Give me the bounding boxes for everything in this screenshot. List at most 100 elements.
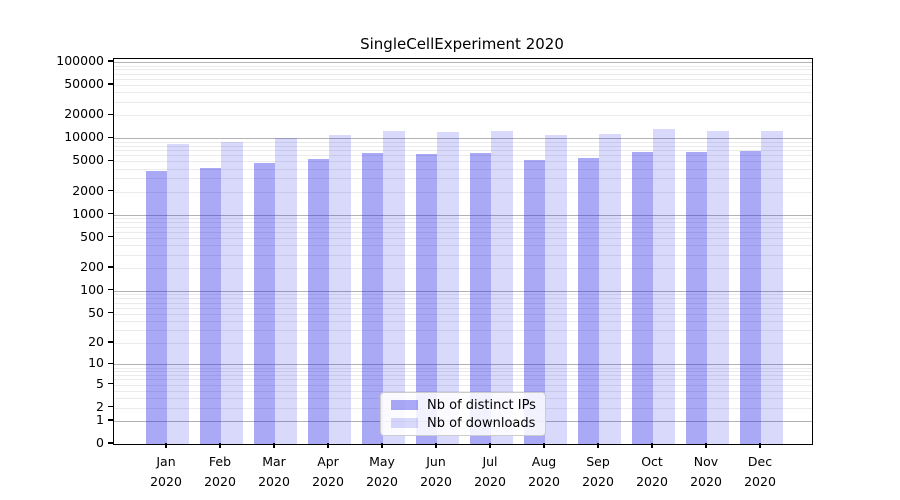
y-axis-tick <box>108 113 113 115</box>
bar-distinct-ips-feb <box>199 168 221 444</box>
y-tick-label: 2000 <box>72 182 104 198</box>
gridline-minor <box>114 313 812 315</box>
gridline-major <box>114 364 812 366</box>
y-axis-tick <box>108 311 113 314</box>
x-axis-tick <box>381 443 383 448</box>
gridline-minor <box>114 85 812 86</box>
x-tick-label: Jul 2020 <box>474 454 506 489</box>
y-tick-label: 2 <box>96 398 104 414</box>
bar-distinct-ips-nov <box>685 151 707 444</box>
legend-swatch-distinct-ips <box>391 400 418 410</box>
bar-downloads-mar <box>275 138 297 444</box>
bar-downloads-nov <box>707 130 729 444</box>
legend-row-downloads: Nb of downloads <box>389 416 537 431</box>
bar-distinct-ips-aug <box>523 159 545 444</box>
y-tick-label: 0 <box>96 435 104 450</box>
y-axis-tick <box>108 213 113 215</box>
gridline-minor <box>114 141 812 143</box>
bar-distinct-ips-jul <box>469 153 491 444</box>
y-tick-label: 500 <box>80 228 104 244</box>
bar-downloads-jan <box>167 143 189 444</box>
y-tick-label: 100000 <box>56 53 104 68</box>
gridline-minor <box>114 218 812 220</box>
y-axis-tick <box>108 289 113 291</box>
x-axis-tick <box>597 443 599 448</box>
legend-swatch-downloads <box>391 418 418 428</box>
bar-distinct-ips-sep <box>577 157 599 444</box>
y-axis-tick <box>108 341 113 343</box>
gridline-minor <box>114 191 812 193</box>
gridline-minor <box>114 150 812 152</box>
gridline-minor <box>114 294 812 296</box>
legend-row-distinct-ips: Nb of distinct IPs <box>389 398 537 413</box>
y-axis-tick <box>108 266 113 268</box>
x-tick-label: Jan 2020 <box>150 454 182 489</box>
gridline-minor <box>114 168 812 170</box>
y-tick-label: 20000 <box>64 106 104 122</box>
x-axis-tick <box>327 443 329 448</box>
y-axis-tick <box>108 419 113 421</box>
bar-distinct-ips-apr <box>307 158 329 444</box>
x-tick-label: May 2020 <box>366 454 398 489</box>
gridline-minor <box>114 367 812 369</box>
gridline-minor <box>114 320 812 322</box>
gridline-minor <box>114 78 812 80</box>
x-tick-label: Dec 2020 <box>744 454 776 489</box>
gridline-major <box>114 62 812 63</box>
bar-distinct-ips-dec <box>739 150 761 444</box>
x-tick-label: Jun 2020 <box>420 454 452 489</box>
gridline-major <box>114 214 812 216</box>
legend-label-distinct-ips: Nb of distinct IPs <box>427 397 536 413</box>
gridline-minor <box>114 226 812 228</box>
gridline-minor <box>114 237 812 239</box>
gridline-minor <box>114 178 812 180</box>
gridline-minor <box>114 69 812 71</box>
gridline-minor <box>114 155 812 157</box>
bar-downloads-oct <box>653 129 675 444</box>
bar-distinct-ips-may <box>361 153 383 444</box>
x-axis-tick <box>165 443 167 448</box>
gridline-minor <box>114 379 812 381</box>
gridline-major <box>114 290 812 292</box>
y-tick-label: 50 <box>88 304 104 320</box>
plot-area <box>113 58 813 445</box>
gridline-minor <box>114 73 812 75</box>
bar-distinct-ips-jun <box>415 154 437 444</box>
x-tick-label: Oct 2020 <box>636 454 668 489</box>
x-axis-tick <box>273 443 275 448</box>
chart-legend: Nb of distinct IPs Nb of downloads <box>380 392 546 436</box>
x-axis-tick <box>489 443 491 448</box>
y-axis-tick <box>108 136 113 138</box>
x-axis-tick <box>651 443 653 448</box>
gridline-minor <box>114 307 812 309</box>
chart-title: SingleCellExperiment 2020 <box>360 35 564 53</box>
gridline-minor <box>114 245 812 247</box>
x-axis-tick <box>219 443 221 448</box>
x-axis-tick <box>705 443 707 448</box>
y-tick-label: 20 <box>88 334 104 349</box>
y-axis-tick <box>108 442 113 444</box>
gridline-minor <box>114 298 812 300</box>
gridline-minor <box>114 375 812 376</box>
gridline-minor <box>114 384 812 386</box>
gridline-minor <box>114 343 812 344</box>
x-tick-label: Feb 2020 <box>204 454 236 489</box>
bar-distinct-ips-mar <box>253 162 275 444</box>
x-tick-label: Nov 2020 <box>690 454 722 489</box>
y-tick-label: 10 <box>88 355 104 371</box>
gridline-minor <box>114 222 812 224</box>
legend-label-downloads: Nb of downloads <box>427 415 536 431</box>
y-tick-label: 1 <box>96 412 104 427</box>
gridline-minor <box>114 161 812 163</box>
gridline-minor <box>114 145 812 147</box>
bar-downloads-may <box>383 130 405 444</box>
y-tick-label: 10000 <box>64 129 104 145</box>
x-tick-label: Sep 2020 <box>582 454 614 489</box>
gridline-minor <box>114 302 812 304</box>
gridline-minor <box>114 65 812 67</box>
gridline-major <box>114 138 812 140</box>
bar-distinct-ips-oct <box>631 151 653 444</box>
x-axis-tick <box>759 443 761 448</box>
y-tick-label: 5000 <box>72 152 104 168</box>
